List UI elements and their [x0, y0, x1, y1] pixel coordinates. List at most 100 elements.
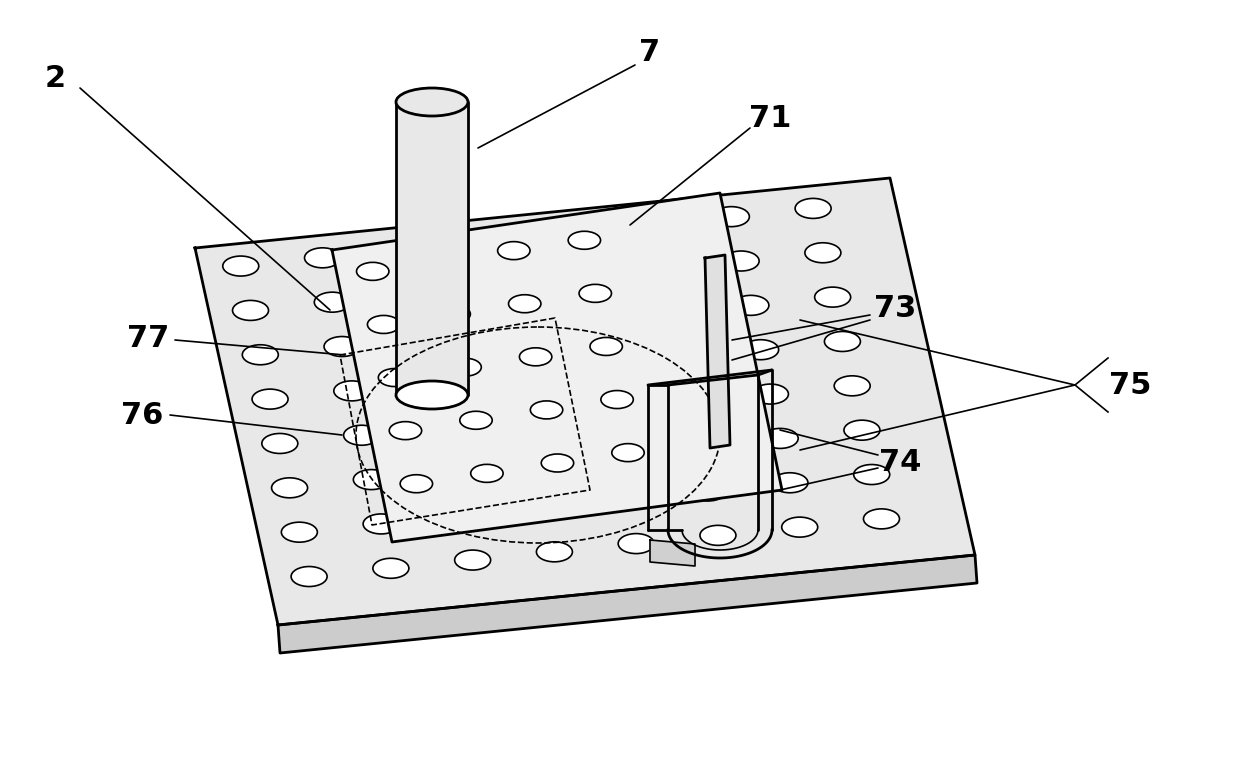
Ellipse shape [531, 401, 563, 419]
Polygon shape [278, 555, 977, 653]
Ellipse shape [272, 478, 308, 498]
Ellipse shape [314, 292, 350, 312]
Ellipse shape [487, 320, 523, 340]
Ellipse shape [753, 384, 789, 404]
Ellipse shape [334, 381, 370, 401]
Ellipse shape [445, 506, 481, 526]
Polygon shape [650, 540, 694, 566]
Ellipse shape [387, 239, 423, 259]
Ellipse shape [699, 526, 737, 545]
Ellipse shape [427, 252, 460, 270]
Ellipse shape [449, 358, 481, 376]
Ellipse shape [590, 337, 622, 356]
Ellipse shape [815, 287, 851, 307]
Polygon shape [195, 178, 975, 625]
Ellipse shape [631, 215, 667, 235]
Ellipse shape [281, 522, 317, 542]
Polygon shape [332, 193, 782, 542]
Ellipse shape [853, 464, 890, 484]
Ellipse shape [641, 259, 677, 279]
Ellipse shape [537, 542, 573, 562]
Ellipse shape [579, 285, 611, 302]
Ellipse shape [242, 345, 278, 365]
Ellipse shape [863, 509, 899, 529]
Ellipse shape [508, 295, 541, 313]
Ellipse shape [378, 369, 410, 386]
Ellipse shape [541, 454, 574, 472]
Ellipse shape [805, 243, 841, 262]
Ellipse shape [651, 304, 687, 324]
Ellipse shape [396, 381, 467, 409]
Text: 7: 7 [640, 37, 661, 67]
Text: 75: 75 [1109, 370, 1151, 399]
Ellipse shape [435, 461, 471, 481]
Ellipse shape [733, 295, 769, 315]
Ellipse shape [324, 337, 360, 356]
Ellipse shape [619, 534, 655, 554]
Ellipse shape [681, 437, 717, 457]
Ellipse shape [763, 428, 799, 448]
Ellipse shape [517, 453, 553, 473]
Ellipse shape [773, 473, 808, 493]
Polygon shape [706, 255, 730, 448]
Ellipse shape [455, 550, 491, 570]
Ellipse shape [579, 356, 615, 376]
Text: 77: 77 [126, 324, 169, 353]
Text: 76: 76 [120, 401, 164, 429]
Ellipse shape [363, 514, 399, 534]
Ellipse shape [357, 262, 389, 280]
Ellipse shape [389, 422, 422, 440]
Ellipse shape [609, 490, 645, 509]
Ellipse shape [477, 275, 513, 296]
Ellipse shape [599, 445, 635, 465]
Ellipse shape [568, 231, 600, 249]
Ellipse shape [373, 558, 409, 578]
Ellipse shape [601, 391, 634, 409]
Ellipse shape [396, 88, 467, 116]
Ellipse shape [527, 497, 563, 517]
Ellipse shape [343, 425, 379, 445]
Text: 71: 71 [749, 103, 791, 132]
Ellipse shape [781, 517, 817, 537]
Ellipse shape [743, 340, 779, 360]
Ellipse shape [795, 198, 831, 219]
Ellipse shape [520, 348, 552, 366]
Ellipse shape [497, 364, 533, 384]
Ellipse shape [497, 242, 529, 259]
Text: 2: 2 [45, 63, 66, 93]
Ellipse shape [589, 401, 625, 421]
Ellipse shape [223, 256, 259, 276]
Ellipse shape [405, 328, 441, 348]
Ellipse shape [671, 392, 707, 412]
Ellipse shape [835, 376, 870, 396]
Ellipse shape [460, 412, 492, 429]
Ellipse shape [252, 389, 288, 409]
Polygon shape [396, 102, 467, 395]
Ellipse shape [438, 305, 470, 323]
Ellipse shape [723, 251, 759, 271]
Ellipse shape [291, 567, 327, 587]
Ellipse shape [507, 409, 543, 428]
Ellipse shape [569, 312, 605, 332]
Ellipse shape [825, 331, 861, 351]
Ellipse shape [713, 207, 749, 226]
Ellipse shape [471, 464, 503, 483]
Ellipse shape [661, 348, 697, 368]
Ellipse shape [467, 231, 503, 252]
Ellipse shape [691, 481, 727, 501]
Ellipse shape [401, 475, 433, 493]
Ellipse shape [415, 373, 451, 392]
Text: 74: 74 [879, 448, 921, 477]
Text: 73: 73 [874, 294, 916, 323]
Ellipse shape [367, 315, 399, 334]
Ellipse shape [233, 301, 269, 321]
Ellipse shape [262, 434, 298, 454]
Ellipse shape [353, 470, 389, 490]
Ellipse shape [396, 284, 432, 304]
Ellipse shape [559, 268, 595, 288]
Ellipse shape [305, 248, 341, 268]
Ellipse shape [611, 444, 645, 461]
Ellipse shape [844, 420, 880, 440]
Ellipse shape [425, 417, 461, 437]
Ellipse shape [549, 223, 585, 243]
